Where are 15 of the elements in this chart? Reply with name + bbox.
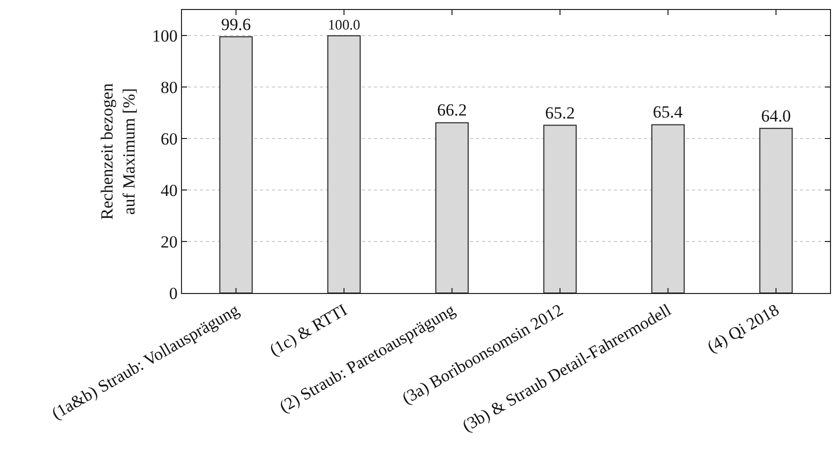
y-tick-label: 100 (152, 26, 178, 46)
y-tick-label: 0 (169, 284, 178, 303)
y-tick-label: 40 (160, 181, 178, 200)
data-label: 65.2 (545, 103, 575, 122)
y-axis-title: Rechenzeit bezogen auf Maximum [%] (98, 82, 139, 220)
data-label: 65.4 (652, 102, 684, 122)
y-tick-label: 80 (160, 78, 178, 98)
y-tick-label: 60 (160, 130, 178, 149)
x-tick-label: (1c) & RTTI (266, 300, 351, 360)
data-label: 100.0 (328, 17, 360, 34)
x-tick-label: (4) Qi 2018 (704, 300, 782, 356)
data-label: 99.6 (221, 14, 251, 34)
data-label: 66.2 (437, 100, 467, 120)
data-label: 64.0 (761, 106, 791, 126)
y-tick-label: 20 (160, 232, 178, 252)
